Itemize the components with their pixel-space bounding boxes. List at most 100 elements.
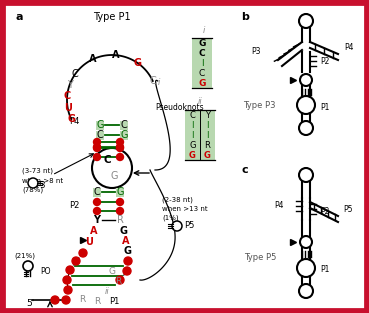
Text: G: G bbox=[116, 187, 124, 197]
Text: (3-73 nt): (3-73 nt) bbox=[22, 168, 53, 174]
Circle shape bbox=[72, 257, 80, 265]
Bar bbox=[116, 187, 124, 197]
Text: Pseudoknots: Pseudoknots bbox=[155, 104, 204, 112]
Circle shape bbox=[23, 261, 33, 271]
Text: Type P3: Type P3 bbox=[244, 100, 276, 110]
Text: P1: P1 bbox=[109, 297, 120, 306]
Text: I: I bbox=[191, 131, 194, 140]
Circle shape bbox=[299, 14, 313, 28]
Circle shape bbox=[92, 148, 132, 188]
Text: C: C bbox=[103, 155, 111, 165]
Bar bbox=[185, 110, 200, 120]
Text: P1: P1 bbox=[320, 102, 330, 111]
Circle shape bbox=[63, 276, 71, 284]
Text: A: A bbox=[112, 50, 120, 60]
Text: i: i bbox=[203, 26, 205, 35]
Text: U: U bbox=[85, 237, 93, 247]
Text: ii: ii bbox=[198, 97, 202, 106]
Text: (1%): (1%) bbox=[162, 215, 179, 221]
Text: P3: P3 bbox=[251, 48, 261, 57]
Text: R: R bbox=[94, 296, 100, 305]
Text: G: G bbox=[189, 141, 196, 150]
Circle shape bbox=[117, 153, 124, 161]
Text: R: R bbox=[115, 276, 121, 285]
Text: C: C bbox=[72, 69, 79, 79]
Circle shape bbox=[124, 257, 132, 265]
Circle shape bbox=[93, 153, 100, 161]
Circle shape bbox=[28, 178, 38, 188]
Bar bbox=[185, 140, 200, 150]
Text: i: i bbox=[157, 78, 160, 87]
Circle shape bbox=[172, 221, 182, 231]
Circle shape bbox=[117, 138, 124, 146]
Text: G: G bbox=[119, 226, 127, 236]
Circle shape bbox=[299, 168, 313, 182]
Text: Y: Y bbox=[67, 80, 73, 90]
Text: Y: Y bbox=[205, 110, 210, 120]
Text: P3: P3 bbox=[35, 181, 45, 189]
Bar bbox=[185, 150, 200, 160]
Text: Type P1: Type P1 bbox=[93, 12, 131, 22]
Text: C: C bbox=[97, 130, 103, 140]
Circle shape bbox=[93, 143, 100, 151]
Circle shape bbox=[117, 145, 124, 151]
Text: (2-38 nt): (2-38 nt) bbox=[162, 197, 193, 203]
Circle shape bbox=[66, 266, 74, 274]
Text: G: G bbox=[198, 79, 206, 88]
Bar bbox=[200, 150, 215, 160]
Text: C: C bbox=[190, 110, 196, 120]
Text: a: a bbox=[15, 12, 23, 22]
Circle shape bbox=[300, 236, 312, 248]
Text: G: G bbox=[189, 151, 196, 160]
Text: 5': 5' bbox=[26, 300, 34, 309]
Bar bbox=[200, 120, 215, 130]
Text: PO: PO bbox=[40, 268, 51, 276]
Bar bbox=[93, 187, 101, 197]
Text: P4: P4 bbox=[275, 202, 284, 211]
Circle shape bbox=[300, 74, 312, 86]
Circle shape bbox=[117, 208, 124, 214]
Text: when >13 nt: when >13 nt bbox=[162, 206, 208, 212]
Text: P5: P5 bbox=[184, 220, 194, 229]
Bar bbox=[192, 78, 212, 88]
Circle shape bbox=[93, 208, 100, 214]
Circle shape bbox=[79, 249, 87, 257]
Circle shape bbox=[117, 198, 124, 206]
Text: G: G bbox=[67, 114, 75, 124]
Bar bbox=[120, 131, 128, 140]
Bar bbox=[200, 130, 215, 140]
Bar bbox=[96, 121, 104, 130]
Text: G: G bbox=[96, 120, 104, 130]
Text: I: I bbox=[206, 131, 209, 140]
Text: C: C bbox=[63, 91, 71, 101]
Circle shape bbox=[299, 121, 313, 135]
Text: R: R bbox=[79, 295, 85, 305]
Circle shape bbox=[93, 198, 100, 206]
Bar bbox=[192, 58, 212, 68]
Bar bbox=[200, 110, 215, 120]
Circle shape bbox=[93, 138, 100, 146]
Text: U: U bbox=[64, 103, 72, 113]
Text: C: C bbox=[149, 76, 156, 86]
Text: P2: P2 bbox=[70, 201, 80, 209]
Text: R: R bbox=[204, 141, 210, 150]
Bar bbox=[192, 48, 212, 58]
Bar bbox=[120, 121, 128, 130]
Bar bbox=[192, 38, 212, 48]
Text: G: G bbox=[134, 58, 142, 68]
Bar bbox=[200, 140, 215, 150]
Bar bbox=[185, 130, 200, 140]
Text: P2: P2 bbox=[320, 208, 330, 217]
Text: C: C bbox=[199, 69, 205, 78]
Text: when >8 nt: when >8 nt bbox=[22, 178, 63, 184]
Text: G: G bbox=[204, 151, 211, 160]
Text: Y: Y bbox=[93, 215, 100, 225]
Text: G: G bbox=[124, 246, 132, 256]
Circle shape bbox=[93, 145, 100, 151]
Circle shape bbox=[116, 276, 124, 284]
Text: (78%): (78%) bbox=[22, 187, 43, 193]
Text: P1: P1 bbox=[320, 265, 330, 275]
Text: I: I bbox=[206, 121, 209, 130]
Circle shape bbox=[297, 259, 315, 277]
Text: A: A bbox=[90, 226, 98, 236]
